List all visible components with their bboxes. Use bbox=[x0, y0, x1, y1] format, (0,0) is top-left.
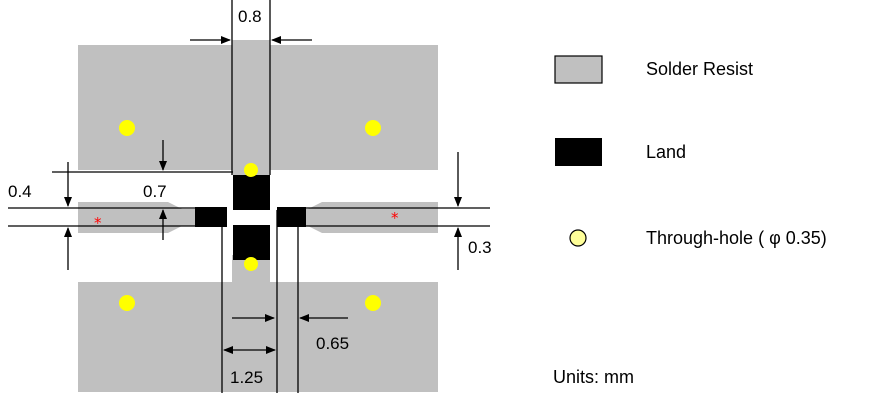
dimension-label-top-width: 0.8 bbox=[238, 7, 262, 26]
left-asterisk: * bbox=[94, 214, 102, 232]
through-hole bbox=[244, 257, 258, 271]
through-hole bbox=[119, 295, 135, 311]
units-label: Units: mm bbox=[553, 367, 634, 387]
land-swatch-icon bbox=[555, 138, 602, 166]
legend-solder-resist-label: Solder Resist bbox=[646, 59, 753, 79]
through-hole bbox=[365, 120, 381, 136]
land-left bbox=[195, 207, 227, 227]
dimension-label-center-width: 1.25 bbox=[230, 368, 263, 387]
legend: Solder Resist Land Through-hole ( φ 0.35… bbox=[553, 55, 827, 387]
solder-resist-swatch-icon bbox=[554, 55, 603, 84]
dimension-lines bbox=[8, 0, 490, 393]
dimension-label-right-offset: 0.65 bbox=[316, 334, 349, 353]
legend-through-hole-label: Through-hole ( φ 0.35) bbox=[646, 228, 827, 248]
solder-resist-top-stub bbox=[232, 40, 270, 175]
land-bottom bbox=[233, 225, 270, 260]
land-right bbox=[277, 207, 306, 227]
solder-resist-right-arm bbox=[306, 202, 438, 233]
dimension-label-right-gap: 0.3 bbox=[468, 238, 492, 257]
land-pads bbox=[195, 175, 306, 260]
through-hole-swatch-icon bbox=[569, 229, 587, 247]
dimension-label-left-gap: 0.4 bbox=[8, 182, 32, 201]
through-hole bbox=[244, 163, 258, 177]
legend-land-label: Land bbox=[646, 142, 686, 162]
dimension-label-land-height: 0.7 bbox=[143, 182, 167, 201]
land-top bbox=[233, 175, 270, 210]
solder-resist-area bbox=[78, 40, 438, 392]
through-holes bbox=[119, 120, 381, 311]
through-hole bbox=[365, 295, 381, 311]
through-hole bbox=[119, 120, 135, 136]
right-asterisk: * bbox=[391, 209, 399, 227]
